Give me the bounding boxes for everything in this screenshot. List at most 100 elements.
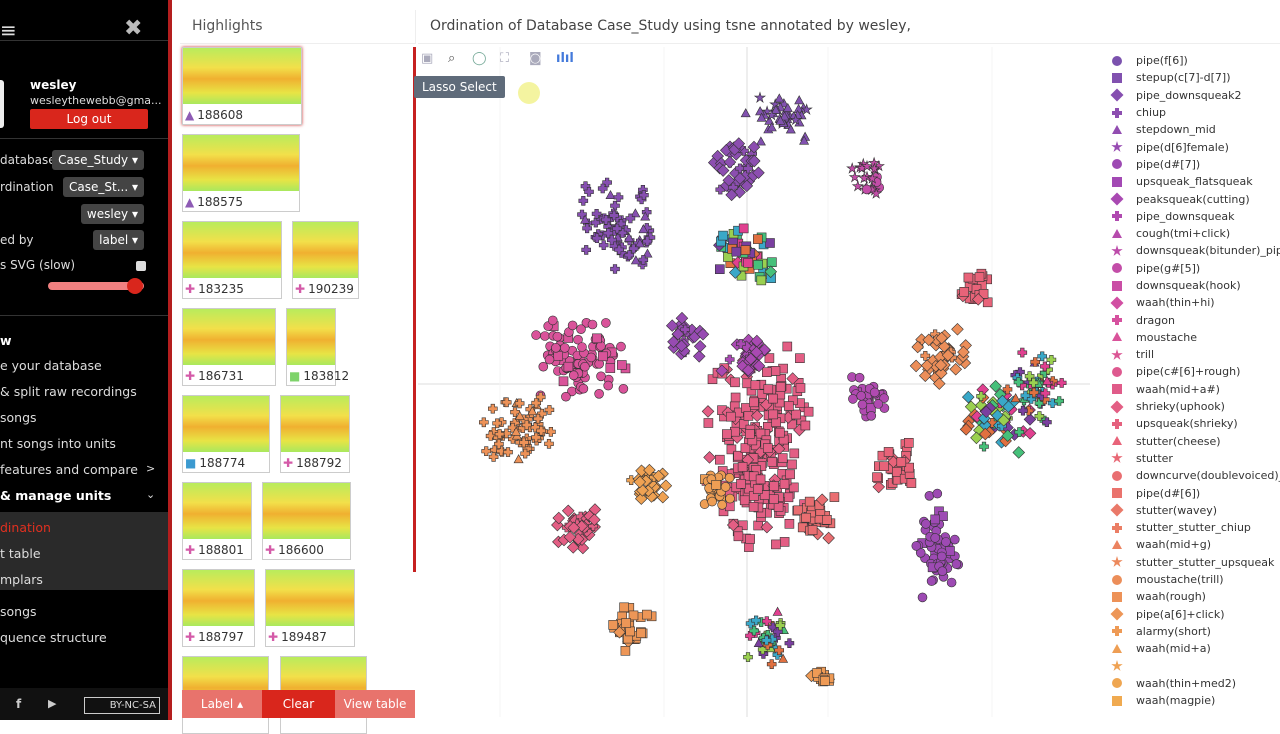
scatter-point[interactable] (693, 339, 707, 353)
scatter-point[interactable] (804, 496, 815, 507)
scatter-point[interactable] (740, 245, 751, 255)
legend-item[interactable]: stutter_stutter_upsqueak (1110, 554, 1280, 571)
scatter-point[interactable] (751, 615, 761, 626)
scatter-point[interactable] (553, 350, 563, 361)
scatter-point[interactable] (503, 447, 513, 457)
scatter-point[interactable] (856, 390, 867, 401)
scatter-point[interactable] (601, 318, 611, 328)
legend-item[interactable]: waah(rough) (1110, 588, 1280, 605)
scatter-point[interactable] (1018, 405, 1028, 416)
scatter-point[interactable] (625, 626, 635, 637)
scatter-point[interactable] (724, 472, 735, 483)
scatter-point[interactable] (768, 393, 778, 404)
scatter-point[interactable] (696, 327, 710, 341)
autoscale-icon[interactable]: ⛶ (500, 51, 510, 66)
sidebar-menu-item[interactable]: nt songs into units (0, 436, 116, 451)
scatter-point[interactable] (726, 518, 740, 532)
scatter-point[interactable] (752, 234, 763, 244)
scatter-point[interactable] (531, 398, 541, 408)
scatter-point[interactable] (764, 265, 778, 279)
legend-item[interactable]: stepdown_mid (1110, 121, 1280, 138)
save-icon[interactable]: ▣ (421, 51, 434, 66)
scatter-point[interactable] (757, 644, 768, 655)
scatter-point[interactable] (747, 140, 761, 154)
legend-item[interactable]: pipe(a[6]+click) (1110, 606, 1280, 623)
scatter-point[interactable] (605, 189, 616, 199)
scatter-point[interactable] (932, 488, 943, 499)
scatter-point[interactable] (793, 505, 804, 516)
scatter-point[interactable] (750, 409, 764, 423)
scatter-point[interactable] (558, 376, 569, 387)
scatter-point[interactable] (608, 620, 618, 630)
scatter-point[interactable] (1014, 427, 1025, 437)
scatter-point[interactable] (492, 418, 502, 429)
scatter-point[interactable] (568, 370, 579, 381)
scatter-point[interactable] (794, 95, 805, 105)
sidebar-menu-item[interactable]: w (0, 333, 12, 348)
lasso-icon[interactable]: ◯ (472, 51, 487, 66)
scatter-point[interactable] (768, 409, 779, 420)
scatter-point[interactable] (605, 363, 616, 373)
scatter-point[interactable] (979, 427, 992, 441)
scatter-point[interactable] (721, 429, 732, 439)
legend-item[interactable]: moustache(trill) (1110, 571, 1280, 588)
scatter-point[interactable] (625, 213, 636, 224)
scatter-point[interactable] (782, 341, 793, 352)
scatter-point[interactable] (544, 354, 555, 365)
scatter-point[interactable] (753, 91, 767, 104)
scatter-point[interactable] (733, 450, 744, 461)
scatter-point[interactable] (567, 521, 581, 535)
scatter-point[interactable] (743, 652, 753, 662)
scatter-point[interactable] (588, 513, 601, 527)
scatter-point[interactable] (750, 380, 761, 391)
scatter-point[interactable] (771, 539, 781, 550)
scatter-point[interactable] (533, 413, 543, 424)
scatter-point[interactable] (628, 243, 639, 254)
scatter-point[interactable] (766, 122, 777, 132)
scatter-point[interactable] (959, 287, 970, 297)
highlight-thumbnail[interactable]: ✚ 188801 (182, 482, 252, 560)
scatter-point[interactable] (610, 264, 620, 274)
scatter-point[interactable] (861, 184, 872, 195)
scatter-point[interactable] (578, 196, 589, 206)
legend-item[interactable]: stutter(cheese) (1110, 433, 1280, 450)
clear-button[interactable]: Clear (262, 690, 335, 718)
scatter-point[interactable] (728, 266, 742, 279)
scatter-point[interactable] (785, 469, 795, 480)
scatter-point[interactable] (612, 223, 622, 234)
scatter-point[interactable] (774, 93, 785, 103)
scatter-point[interactable] (930, 514, 941, 525)
legend-item[interactable]: cough(tmi+click) (1110, 225, 1280, 242)
legend-item[interactable]: trill (1110, 346, 1280, 363)
scatter-point[interactable] (857, 399, 868, 410)
scatter-point[interactable] (642, 609, 652, 620)
scatter-point[interactable] (868, 162, 881, 174)
scatter-point[interactable] (616, 341, 626, 352)
scatter-point[interactable] (531, 432, 541, 443)
scatter-point[interactable] (854, 372, 865, 383)
scatter-point[interactable] (634, 238, 645, 248)
scatter-point[interactable] (787, 459, 797, 470)
scatter-point[interactable] (858, 171, 871, 184)
scatter-point[interactable] (815, 493, 829, 507)
scatter-point[interactable] (488, 403, 498, 414)
sidebar-setting-select[interactable]: label ▾ (93, 230, 144, 250)
scatter-point[interactable] (628, 610, 639, 621)
scatter-point[interactable] (892, 467, 902, 477)
scatter-point[interactable] (531, 330, 541, 340)
scatter-point[interactable] (577, 342, 587, 352)
scatter-point[interactable] (979, 405, 993, 419)
highlight-thumbnail[interactable]: ▲ 188575 (182, 134, 300, 212)
scatter-point[interactable] (620, 645, 631, 656)
highlight-thumbnail[interactable]: ✚ 188797 (182, 569, 255, 647)
scatter-point[interactable] (1020, 390, 1031, 401)
scatter-point[interactable] (941, 537, 951, 547)
scatter-point[interactable] (742, 378, 752, 389)
scatter-point[interactable] (935, 331, 948, 345)
scatter-point[interactable] (598, 240, 609, 250)
scatter-point[interactable] (784, 518, 795, 529)
scatter-point[interactable] (755, 428, 766, 439)
scatter-point[interactable] (717, 499, 727, 510)
scatter-point[interactable] (924, 490, 935, 501)
scatter-point[interactable] (761, 616, 772, 627)
